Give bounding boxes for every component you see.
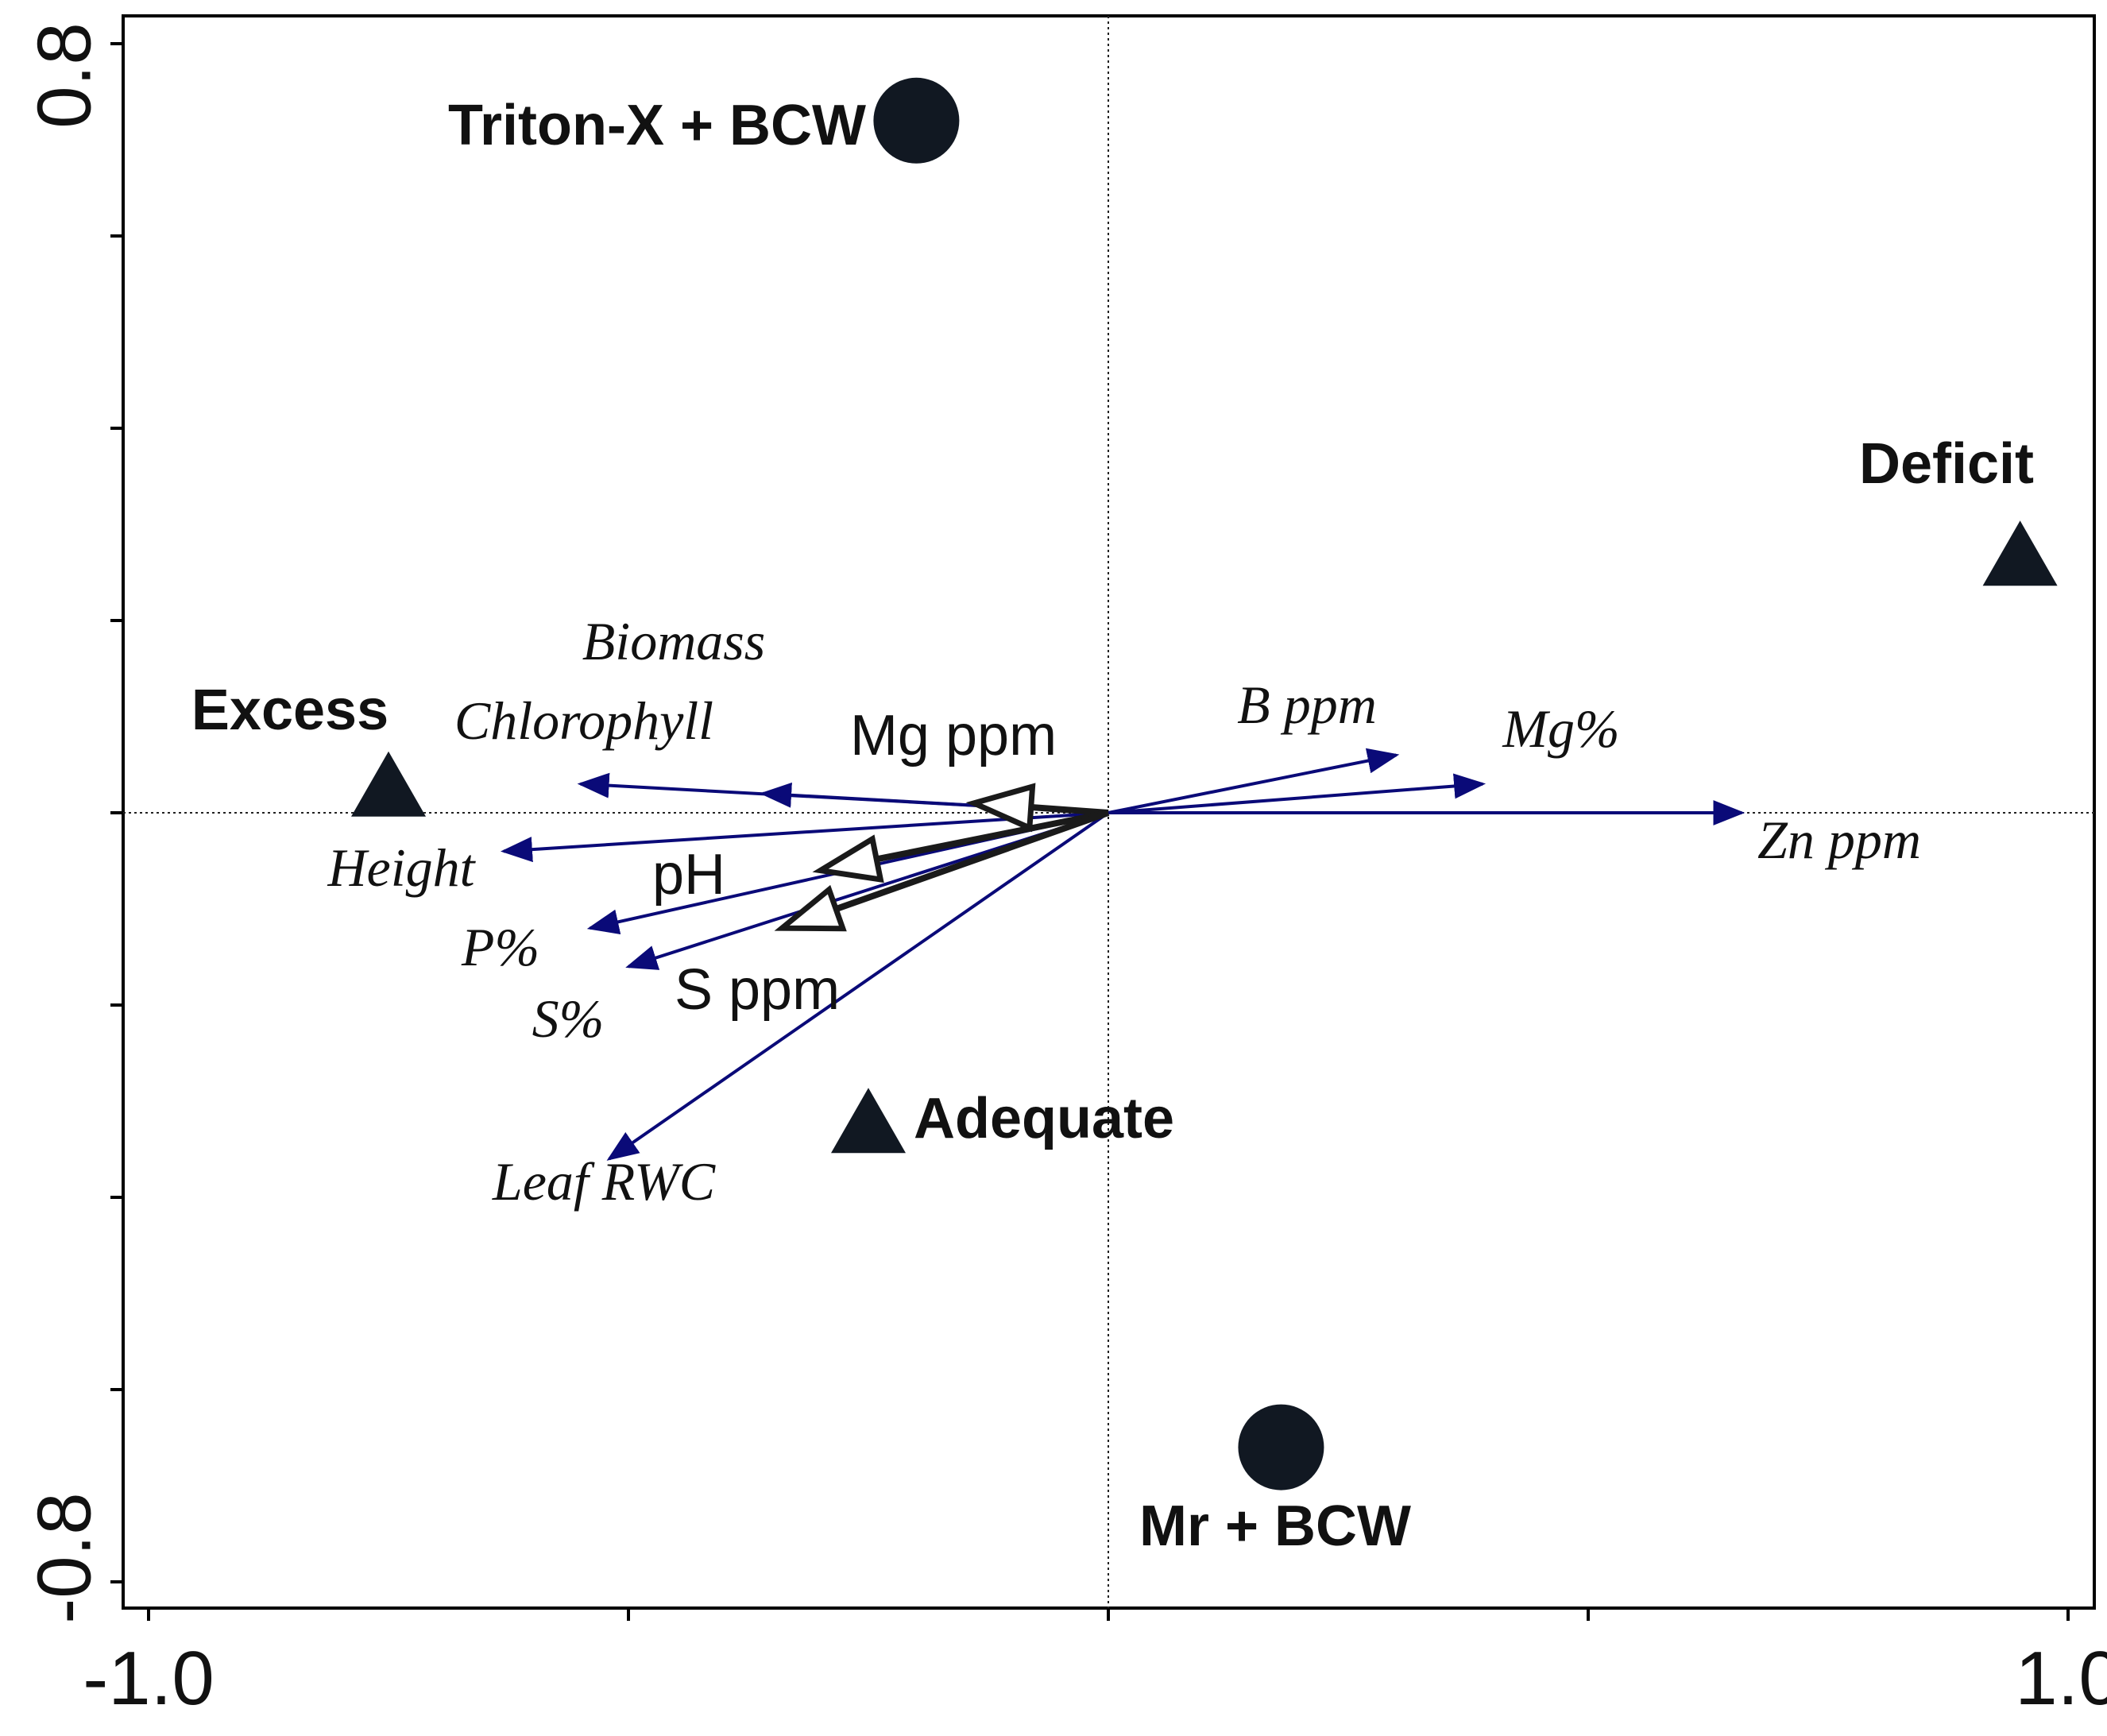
environmental-arrow-mg-ppm [1030, 804, 1109, 816]
samples-layer [351, 77, 2058, 1490]
x-tick-label: 1.0 [2015, 1636, 2107, 1721]
environmental-arrowhead-mg-ppm [965, 783, 1036, 833]
environmental-arrowhead-ph [812, 834, 884, 883]
y-tick-label: -0.8 [21, 1492, 106, 1623]
environmental-arrow-ph [876, 810, 1109, 863]
response-arrow-b-ppm [1108, 748, 1400, 814]
sample-label-mr-bcw: Mr + BCW [1139, 1494, 1411, 1558]
y-tick-label: 0.8 [21, 22, 106, 128]
response-label-chlorophyll: Chlorophyll [454, 690, 713, 751]
sample-point-deficit [1982, 520, 2058, 586]
sample-label-deficit: Deficit [1859, 432, 2034, 496]
response-label-s-pct: S% [532, 988, 605, 1049]
environmental-label-mg-ppm: Mg ppm [850, 704, 1057, 767]
sample-point-triton-x-bcw [873, 77, 960, 164]
environmental-label-s-ppm: S ppm [675, 958, 840, 1022]
sample-label-adequate: Adequate [914, 1087, 1174, 1150]
environmental-arrow-s-ppm [834, 810, 1110, 912]
labels-layer: Biomass Chlorophyll Height P% S% Leaf RWC B pp… [191, 94, 2034, 1558]
x-tick-label: -1.0 [83, 1636, 214, 1721]
sample-point-adequate [831, 1088, 906, 1154]
response-label-biomass: Biomass [582, 611, 765, 671]
sample-label-triton-x-bcw: Triton-X + BCW [448, 94, 866, 157]
response-label-p-pct: P% [461, 917, 539, 977]
response-label-height: Height [327, 837, 476, 898]
sample-point-excess [351, 751, 426, 817]
environmental-label-ph: pH [652, 843, 725, 907]
sample-point-mr-bcw [1238, 1404, 1324, 1490]
response-arrow-mg-pct [1108, 773, 1486, 814]
response-label-b-ppm: B ppm [1237, 675, 1377, 735]
environmental-arrowhead-s-ppm [774, 884, 847, 932]
response-arrow-leaf-rwc [606, 811, 1110, 1161]
sample-label-excess: Excess [191, 679, 389, 742]
response-label-leaf-rwc: Leaf RWC [492, 1151, 716, 1212]
response-label-mg-pct: Mg% [1502, 698, 1619, 759]
response-label-zn-ppm: Zn ppm [1757, 810, 1921, 870]
environmental-arrows-layer [774, 783, 1110, 932]
